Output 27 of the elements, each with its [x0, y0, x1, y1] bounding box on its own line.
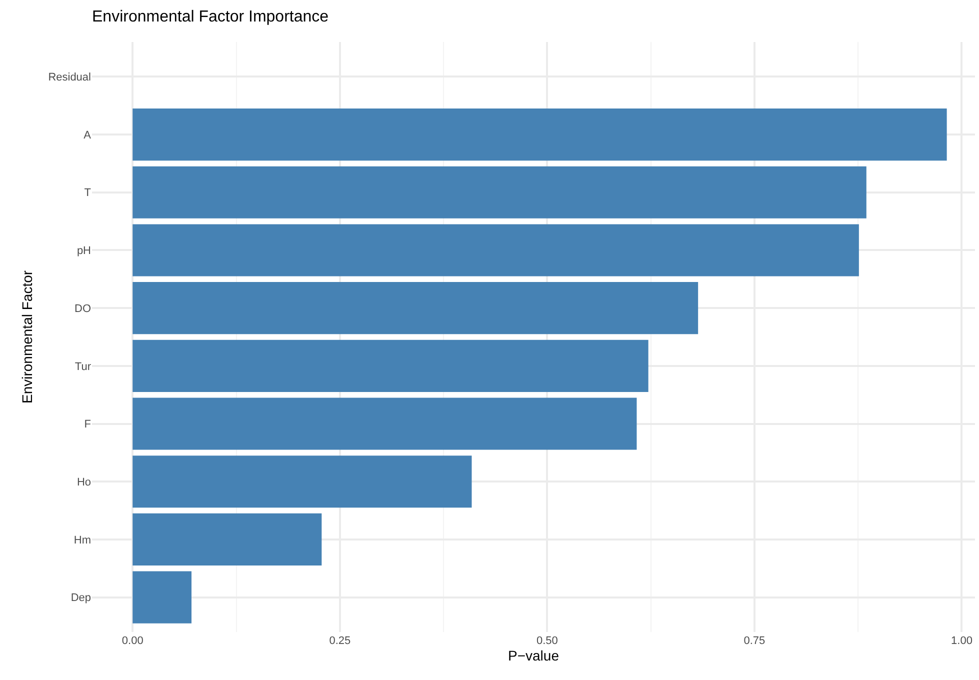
bar [132, 513, 322, 566]
bar [132, 340, 648, 392]
y-tick-label: Residual [48, 72, 91, 84]
y-axis-title: Environmental Factor [18, 270, 35, 404]
y-tick-label: Hm [74, 534, 91, 546]
bar [132, 166, 866, 218]
x-tick-label: 0.75 [744, 635, 766, 647]
bar [132, 224, 859, 276]
y-tick-label: Dep [70, 592, 91, 604]
bar [132, 456, 472, 508]
y-tick-label: pH [76, 245, 92, 258]
bar [132, 571, 192, 624]
y-tick-label: A [84, 129, 92, 142]
x-tick-label: 0.00 [122, 635, 144, 647]
bar [132, 282, 698, 334]
x-tick-label: 0.50 [536, 635, 558, 647]
y-tick-label: Tur [74, 360, 92, 373]
y-tick-label: T [84, 187, 92, 200]
y-tick-label: DO [74, 302, 92, 315]
y-tick-label: F [84, 418, 92, 431]
y-tick-label: Ho [76, 476, 91, 488]
x-tick-label: 1.00 [951, 635, 972, 647]
chart-title: Environmental Factor Importance [92, 8, 329, 26]
bar [132, 108, 947, 161]
x-tick-label: 0.25 [329, 635, 351, 647]
x-axis-title: P−value [508, 647, 560, 664]
bar [132, 398, 637, 450]
